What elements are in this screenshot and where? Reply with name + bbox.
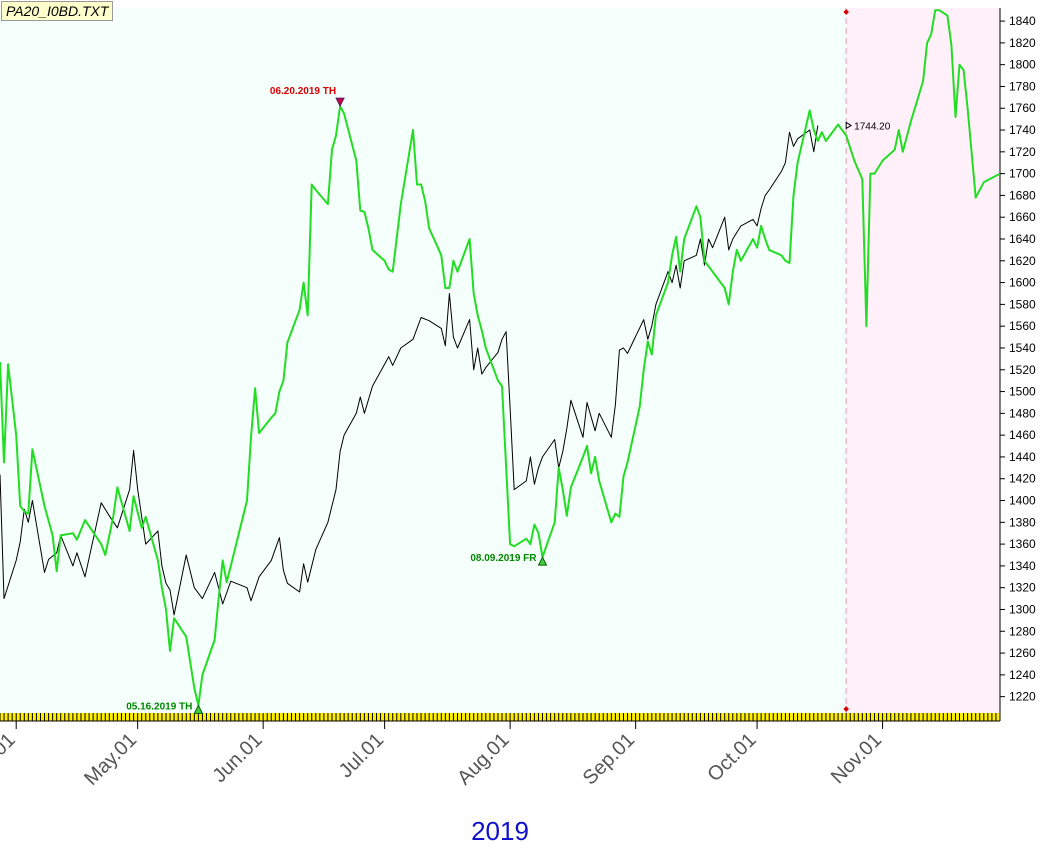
- bottom-marker: [193, 704, 204, 714]
- x-tick-label: Aug.01: [453, 729, 513, 789]
- last-value-marker: [845, 121, 853, 130]
- y-tick-label: 1320: [1009, 581, 1036, 595]
- y-tick-label: 1260: [1009, 646, 1036, 660]
- y-tick-label: 1300: [1009, 602, 1036, 616]
- last-value-label: 1744.20: [854, 121, 891, 132]
- y-tick-label: 1500: [1009, 385, 1036, 399]
- y-tick-label: 1400: [1009, 494, 1036, 508]
- y-tick-label: 1640: [1009, 232, 1036, 246]
- x-tick-label: May.01: [80, 729, 141, 790]
- plot-background: [0, 8, 847, 713]
- projection-marker-bottom: [843, 706, 849, 712]
- bottom-annotation-label: 05.16.2019 TH: [126, 701, 192, 712]
- y-tick-label: 1800: [1009, 58, 1036, 72]
- y-tick-label: 1840: [1009, 14, 1036, 28]
- y-tick-label: 1540: [1009, 341, 1036, 355]
- y-tick-label: 1460: [1009, 428, 1036, 442]
- x-tick-label: Jul.01: [335, 729, 388, 782]
- x-axis-label: 2019: [471, 816, 529, 846]
- y-tick-label: 1760: [1009, 101, 1036, 115]
- projection-background: [846, 8, 1000, 713]
- projection-marker-top: [843, 9, 849, 15]
- x-tick-label: Sep.01: [579, 729, 639, 789]
- y-tick-label: 1380: [1009, 515, 1036, 529]
- projection-series-line: [0, 9, 1000, 707]
- y-tick-label: 1680: [1009, 188, 1036, 202]
- y-tick-label: 1480: [1009, 406, 1036, 420]
- y-tick-label: 1340: [1009, 559, 1036, 573]
- y-tick-label: 1600: [1009, 276, 1036, 290]
- x-tick-label: Oct.01: [703, 729, 760, 786]
- top-annotation-label: 06.20.2019 TH: [270, 86, 336, 97]
- y-tick-label: 1720: [1009, 145, 1036, 159]
- y-tick-label: 1440: [1009, 450, 1036, 464]
- y-tick-label: 1700: [1009, 167, 1036, 181]
- y-tick-label: 1560: [1009, 319, 1036, 333]
- x-tick-label: Nov.01: [827, 729, 886, 788]
- y-tick-label: 1620: [1009, 254, 1036, 268]
- y-tick-label: 1580: [1009, 297, 1036, 311]
- y-tick-label: 1780: [1009, 79, 1036, 93]
- y-tick-label: 1740: [1009, 123, 1036, 137]
- y-tick-label: 1820: [1009, 36, 1036, 50]
- y-tick-label: 1520: [1009, 363, 1036, 377]
- y-tick-label: 1280: [1009, 624, 1036, 638]
- date-axis-strip: [0, 713, 1000, 721]
- y-tick-label: 1660: [1009, 210, 1036, 224]
- y-tick-label: 1240: [1009, 668, 1036, 682]
- bottom-annotation-label: 08.09.2019 FR: [470, 553, 537, 564]
- x-tick-label: Jun.01: [209, 729, 267, 787]
- chart-title: PA20_I0BD.TXT: [1, 1, 114, 21]
- y-tick-label: 1420: [1009, 472, 1036, 486]
- top-marker: [335, 97, 345, 108]
- x-tick-label: Apr.01: [0, 729, 20, 785]
- y-tick-label: 1220: [1009, 690, 1036, 704]
- bottom-marker: [537, 556, 548, 566]
- y-tick-label: 1360: [1009, 537, 1036, 551]
